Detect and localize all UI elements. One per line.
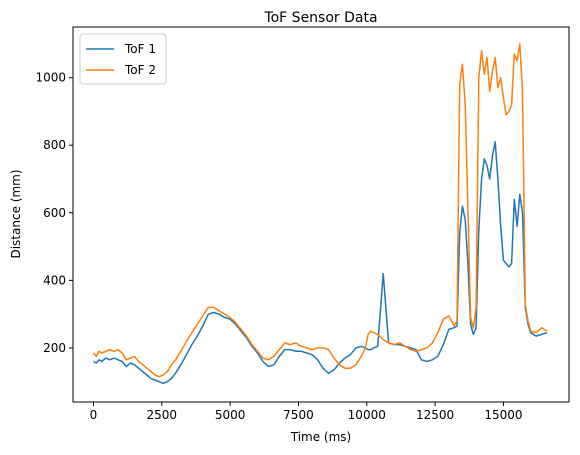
y-tick-label: 400 (43, 273, 66, 287)
chart-title: ToF Sensor Data (263, 10, 377, 26)
axes-frame (72, 26, 570, 403)
x-tick-label: 2500 (147, 408, 178, 422)
legend-label: ToF 1 (124, 42, 156, 56)
x-tick-label: 5000 (215, 408, 246, 422)
x-tick-label: 10000 (348, 408, 386, 422)
x-axis-label: Time (ms) (290, 430, 352, 444)
x-tick-label: 0 (90, 408, 98, 422)
plot-area (92, 43, 548, 385)
series-line-2 (92, 43, 548, 378)
legend-label: ToF 2 (124, 63, 156, 77)
y-tick-label: 600 (43, 206, 66, 220)
y-tick-label: 800 (43, 138, 66, 152)
x-tick-label: 15000 (484, 408, 522, 422)
y-axis: 200 400 600 800 1000 (35, 71, 73, 355)
x-tick-label: 7500 (283, 408, 314, 422)
x-axis: 0 2500 5000 7500 10000 12500 15000 (90, 402, 523, 422)
y-tick-label: 200 (43, 341, 66, 355)
series-line-1 (93, 141, 548, 385)
legend-box (79, 33, 167, 85)
x-tick-label: 12500 (416, 408, 454, 422)
legend: ToF 1 ToF 2 (79, 33, 167, 85)
y-tick-label: 1000 (35, 71, 66, 85)
y-axis-label: Distance (mm) (9, 169, 23, 258)
